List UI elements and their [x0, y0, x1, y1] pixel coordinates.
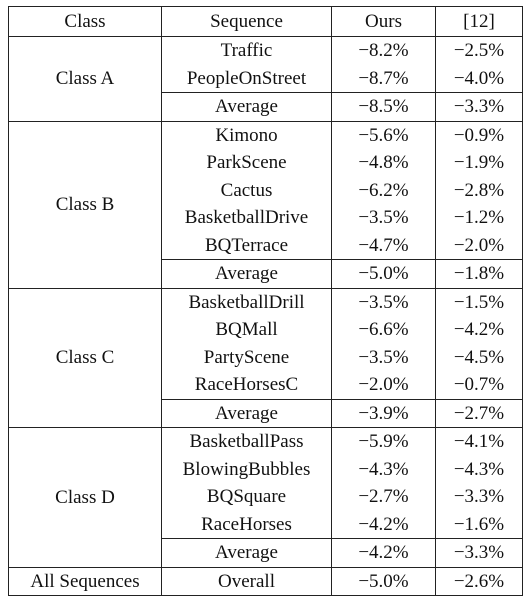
header-ours: Ours [331, 6, 436, 37]
average-ours-cell: −4.2% [331, 538, 436, 568]
ours-value-cell: −8.2% [331, 36, 436, 65]
table-row: Cactus −6.2% −2.8% [9, 176, 523, 204]
ours-value-cell: −8.7% [331, 64, 436, 93]
average-label-cell: Average [161, 92, 332, 122]
overall-row: All Sequences Overall −5.0% −2.6% [8, 566, 523, 596]
ref-value-cell: −1.9% [435, 149, 523, 177]
table-row: RaceHorses −4.2% −1.6% [9, 510, 523, 539]
average-label-cell: Average [161, 259, 332, 289]
ours-value-cell: −4.7% [331, 231, 436, 260]
sequence-cell: ParkScene [161, 149, 332, 177]
average-ref-cell: −1.8% [435, 259, 523, 289]
ref-value-cell: −1.6% [435, 510, 523, 539]
sequence-cell: BQTerrace [161, 231, 332, 260]
class-name-cell: Class B [8, 120, 162, 289]
sequence-cell: Cactus [161, 176, 332, 204]
ref-value-cell: −0.7% [435, 371, 523, 399]
ours-value-cell: −4.8% [331, 149, 436, 177]
class-name-cell: Class D [8, 427, 162, 568]
header-class: Class [8, 6, 162, 37]
average-ref-cell: −3.3% [435, 92, 523, 122]
table-row: BQSquare −2.7% −3.3% [9, 483, 523, 511]
average-label-cell: Average [161, 538, 332, 568]
ours-value-cell: −5.6% [331, 120, 436, 149]
ours-value-cell: −2.0% [331, 371, 436, 399]
table-row: ParkScene −4.8% −1.9% [9, 149, 523, 177]
ref-value-cell: −2.5% [435, 36, 523, 65]
sequence-cell: Traffic [161, 36, 332, 65]
overall-ours-cell: −5.0% [331, 566, 436, 596]
ours-value-cell: −3.5% [331, 343, 436, 371]
average-ref-cell: −2.7% [435, 398, 523, 428]
ours-value-cell: −6.2% [331, 176, 436, 204]
sequence-cell: BasketballDrive [161, 204, 332, 232]
ref-value-cell: −4.0% [435, 64, 523, 93]
table-row: Class C BasketballDrill −3.5% −1.5% [8, 287, 523, 428]
sequence-cell: RaceHorsesC [161, 371, 332, 399]
table-row: RaceHorsesC −2.0% −0.7% [9, 371, 523, 399]
ours-value-cell: −2.7% [331, 483, 436, 511]
ref-value-cell: −0.9% [435, 120, 523, 149]
sequence-cell: BasketballPass [161, 427, 332, 456]
overall-class-cell: All Sequences [8, 566, 162, 596]
sequence-cell: BQMall [161, 316, 332, 344]
ref-value-cell: −1.2% [435, 204, 523, 232]
table-row: PeopleOnStreet −8.7% −4.0% [9, 64, 523, 93]
average-ours-cell: −8.5% [331, 92, 436, 122]
table-row: PartyScene −3.5% −4.5% [9, 343, 523, 371]
ref-value-cell: −4.1% [435, 427, 523, 456]
table-row: BasketballDrive −3.5% −1.2% [9, 204, 523, 232]
ours-value-cell: −6.6% [331, 316, 436, 344]
results-table: Class Sequence Ours [12] Class A Traffic −… [8, 6, 523, 596]
ref-value-cell: −4.3% [435, 455, 523, 483]
average-row: Average −5.0% −1.8% [9, 259, 523, 289]
class-name-cell: Class C [8, 287, 162, 428]
table-row: Class B Kimono −5.6% −0.9% [8, 120, 523, 289]
sequence-cell: RaceHorses [161, 510, 332, 539]
average-ours-cell: −3.9% [331, 398, 436, 428]
sequence-cell: BQSquare [161, 483, 332, 511]
overall-sequence-cell: Overall [161, 566, 332, 596]
ref-value-cell: −3.3% [435, 483, 523, 511]
ours-value-cell: −4.3% [331, 455, 436, 483]
average-ours-cell: −5.0% [331, 259, 436, 289]
ref-value-cell: −4.2% [435, 316, 523, 344]
table-row: Class D BasketballPass −5.9% −4.1% [8, 427, 523, 568]
class-name-cell: Class A [8, 36, 162, 122]
table-row: BQTerrace −4.7% −2.0% [9, 231, 523, 260]
sequence-cell: PartyScene [161, 343, 332, 371]
header-sequence: Sequence [161, 6, 332, 37]
overall-ref-cell: −2.6% [435, 566, 523, 596]
ours-value-cell: −3.5% [331, 287, 436, 316]
header-row: Class Sequence Ours [12] [8, 6, 523, 37]
ours-value-cell: −3.5% [331, 204, 436, 232]
table-row: BlowingBubbles −4.3% −4.3% [9, 455, 523, 483]
sequence-cell: PeopleOnStreet [161, 64, 332, 93]
table-row: BQMall −6.6% −4.2% [9, 316, 523, 344]
table-row: Class A Traffic −8.2% −2.5% [8, 36, 523, 122]
ref-value-cell: −4.5% [435, 343, 523, 371]
ours-value-cell: −4.2% [331, 510, 436, 539]
sequence-cell: Kimono [161, 120, 332, 149]
table-body: Class A Traffic −8.2% −2.5% PeopleOnStreet −8… [8, 36, 523, 596]
ref-value-cell: −2.8% [435, 176, 523, 204]
ref-value-cell: −1.5% [435, 287, 523, 316]
average-ref-cell: −3.3% [435, 538, 523, 568]
ref-value-cell: −2.0% [435, 231, 523, 260]
average-label-cell: Average [161, 398, 332, 428]
header-ref: [12] [435, 6, 523, 37]
sequence-cell: BlowingBubbles [161, 455, 332, 483]
ours-value-cell: −5.9% [331, 427, 436, 456]
sequence-cell: BasketballDrill [161, 287, 332, 316]
average-row: Average −4.2% −3.3% [9, 538, 523, 568]
